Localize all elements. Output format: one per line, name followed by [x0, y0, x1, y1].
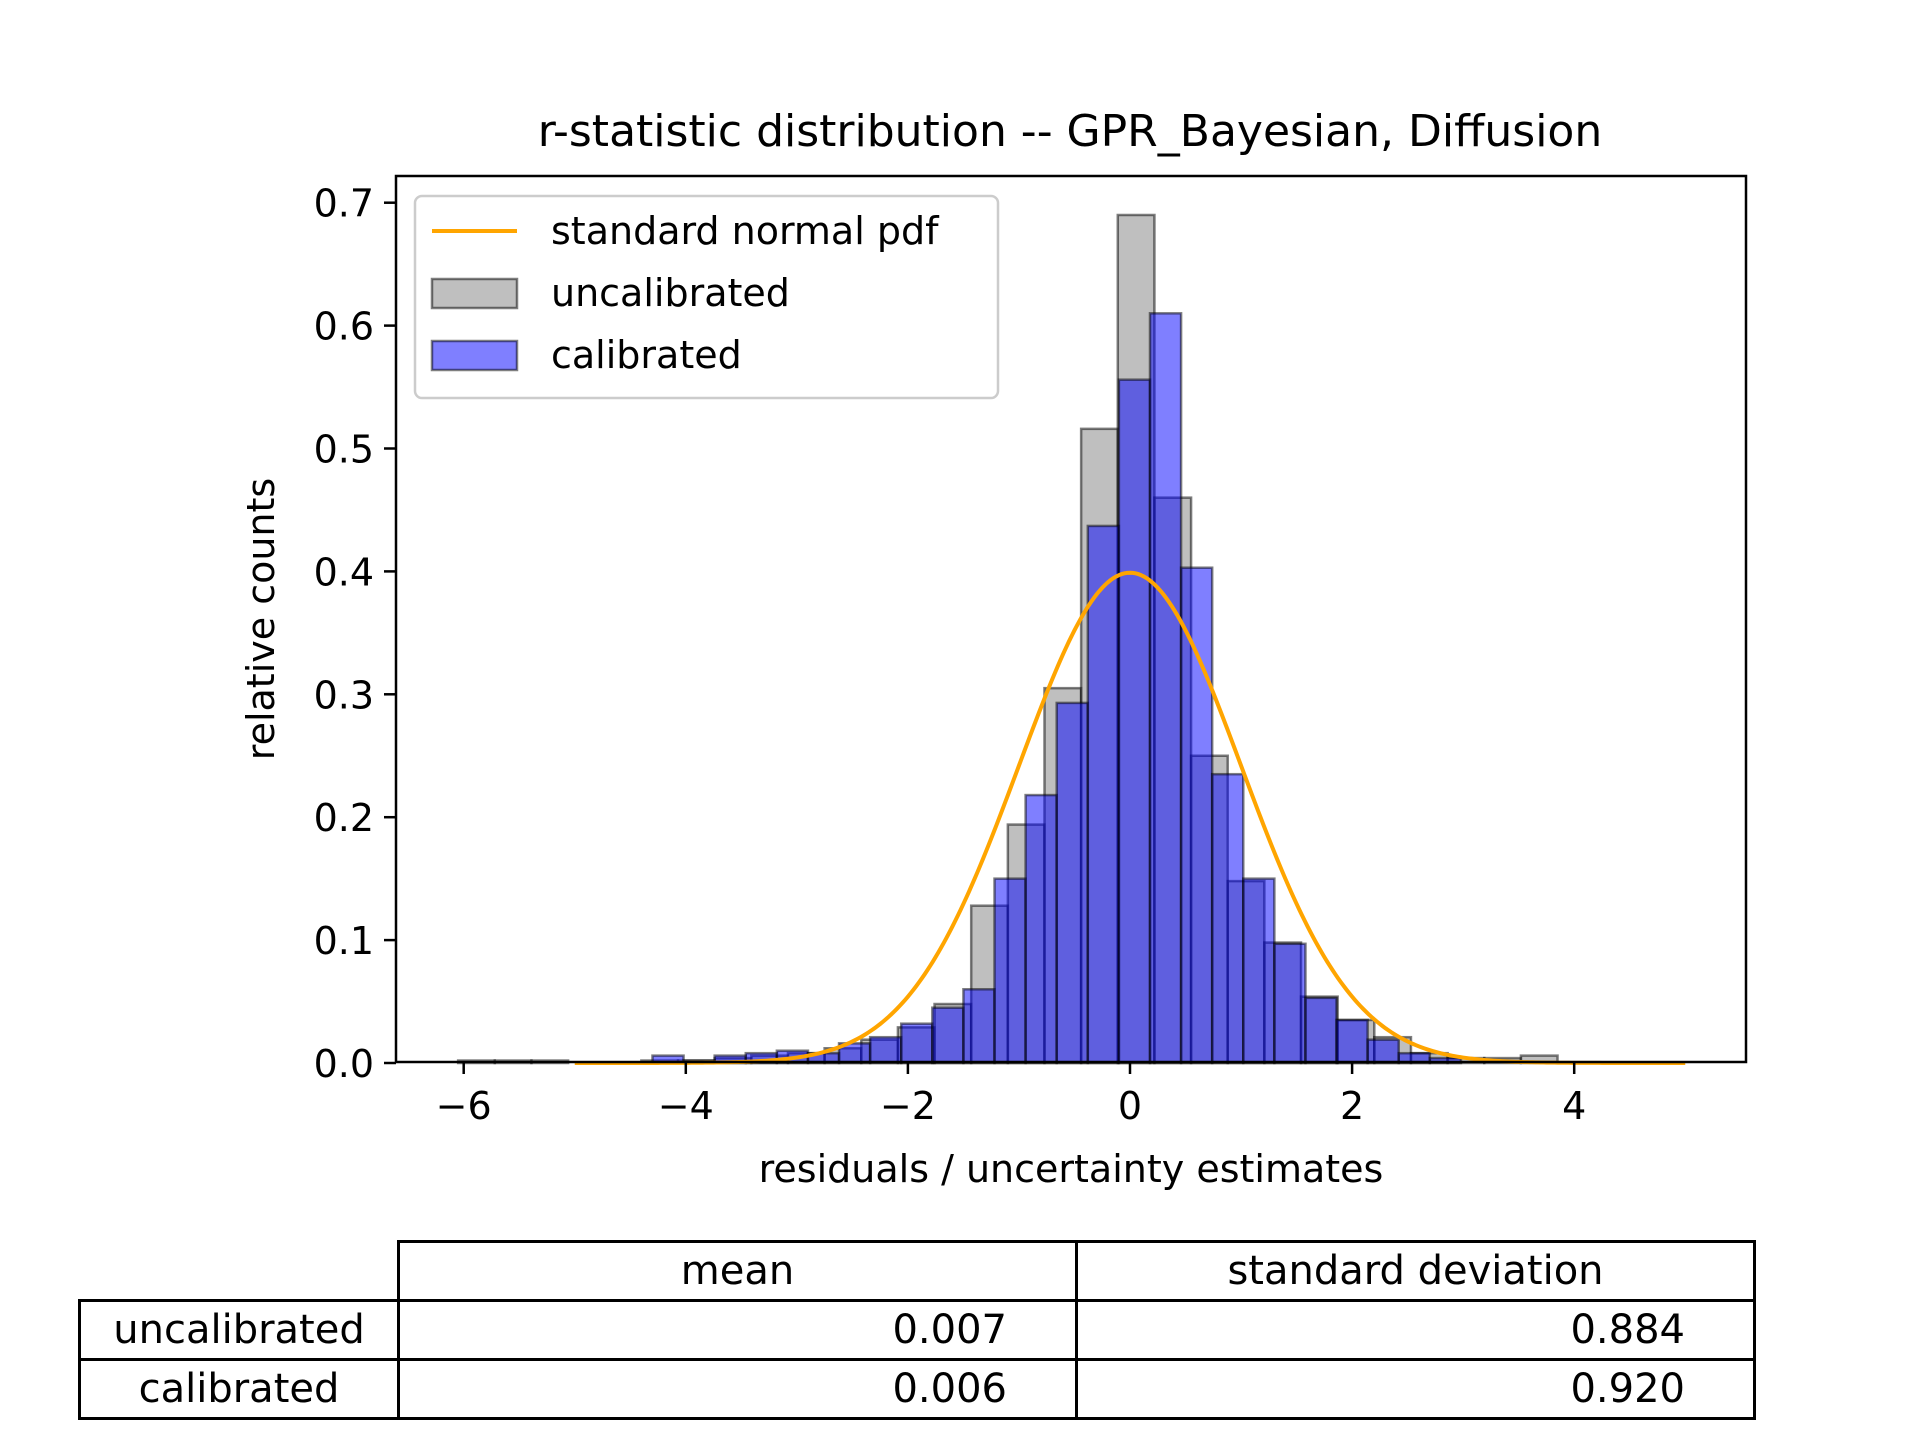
legend: standard normal pdf uncalibrated calibra… [413, 194, 1000, 400]
x-axis-label: residuals / uncertainty estimates [759, 1147, 1384, 1191]
table-row: calibrated 0.006 0.920 [78, 1358, 1756, 1420]
table-row: uncalibrated 0.007 0.884 [78, 1299, 1756, 1361]
cell-mean-uncalibrated: 0.007 [397, 1299, 1078, 1361]
y-axis-ticks: 0.0 0.1 0.2 0.3 0.4 0.5 0.6 0.7 [314, 182, 396, 1086]
cell-std-calibrated: 0.920 [1075, 1358, 1756, 1420]
x-tick-label: 2 [1340, 1084, 1364, 1128]
plot-frame [394, 174, 1748, 1064]
calibrated-bar [1117, 378, 1152, 1065]
x-tick-label: −2 [880, 1084, 936, 1128]
calibrated-bar [1242, 877, 1276, 1065]
legend-box [413, 194, 1000, 400]
calibrated-bar [1273, 942, 1307, 1065]
calibrated-bar [899, 1022, 934, 1065]
x-tick-label: −4 [658, 1084, 714, 1128]
x-axis-ticks: −6 −4 −2 0 2 4 [436, 1062, 1586, 1128]
legend-label-calibrated: calibrated [551, 333, 742, 377]
y-tick-label: 0.1 [314, 919, 374, 963]
table-header-row: mean standard deviation [79, 1240, 1756, 1302]
calibrated-bar [1304, 996, 1338, 1065]
table-corner [79, 1241, 400, 1302]
calibrated-bar [868, 1035, 903, 1065]
legend-label-uncalibrated: uncalibrated [551, 271, 790, 315]
y-tick-label: 0.4 [314, 550, 374, 594]
calibrated-bar [1335, 1018, 1369, 1065]
x-tick-label: −6 [436, 1084, 492, 1128]
calibrated-bar [1086, 524, 1121, 1065]
calibrated-bar [931, 1006, 965, 1065]
calibrated-bar [1179, 566, 1214, 1065]
x-tick-label: 4 [1562, 1084, 1586, 1128]
legend-swatch-uncalibrated [430, 277, 519, 310]
calibrated-bar [1148, 312, 1183, 1065]
calibrated-bar [993, 877, 1027, 1065]
legend-label-normal: standard normal pdf [551, 209, 940, 253]
calibrated-bar [1366, 1038, 1400, 1065]
row-label-uncalibrated: uncalibrated [78, 1299, 400, 1361]
legend-swatch-calibrated [430, 339, 519, 372]
y-axis-label: relative counts [239, 478, 283, 760]
chart-title: r-statistic distribution -- GPR_Bayesian… [538, 106, 1603, 157]
y-tick-label: 0.0 [314, 1042, 374, 1086]
y-tick-label: 0.5 [314, 428, 374, 472]
cell-std-uncalibrated: 0.884 [1075, 1299, 1756, 1361]
calibrated-bar [962, 988, 996, 1065]
row-label-calibrated: calibrated [78, 1358, 400, 1420]
y-tick-label: 0.2 [314, 796, 374, 840]
y-tick-label: 0.6 [314, 305, 374, 349]
y-tick-label: 0.3 [314, 673, 374, 717]
calibrated-bar [1055, 701, 1090, 1065]
stats-table: mean standard deviation uncalibrated 0.0… [78, 1240, 1756, 1420]
col-header-mean: mean [397, 1240, 1078, 1302]
calibrated-bar [1024, 793, 1058, 1065]
calibrated-bar [1210, 772, 1245, 1065]
x-tick-label: 0 [1118, 1084, 1142, 1128]
col-header-std: standard deviation [1075, 1240, 1756, 1302]
cell-mean-calibrated: 0.006 [397, 1358, 1078, 1420]
y-tick-label: 0.7 [314, 182, 374, 226]
